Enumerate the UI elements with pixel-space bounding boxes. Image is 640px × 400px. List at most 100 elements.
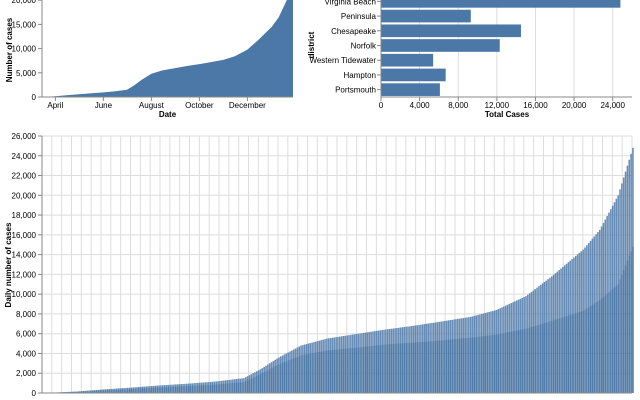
daily-bar	[370, 331, 372, 393]
daily-bar-secondary	[318, 351, 321, 393]
daily-bar-secondary	[504, 332, 507, 393]
daily-bar-secondary	[503, 333, 505, 393]
x-tick-label: June	[95, 101, 113, 110]
daily-bar-secondary	[344, 348, 347, 393]
daily-bar-secondary	[226, 383, 229, 393]
daily-bar	[167, 384, 170, 393]
daily-bar-secondary	[355, 347, 358, 393]
daily-bar-secondary	[250, 378, 253, 393]
daily-bar	[366, 332, 369, 393]
daily-bar-secondary	[580, 311, 583, 393]
daily-bar-secondary	[300, 355, 302, 393]
daily-bar-secondary	[267, 370, 269, 393]
daily-bar-secondary	[538, 324, 540, 393]
daily-bar	[499, 308, 501, 393]
daily-bar	[160, 385, 162, 393]
daily-bar	[292, 349, 295, 393]
daily-bar	[471, 316, 474, 393]
daily-bar-secondary	[619, 279, 621, 393]
daily-bar-secondary	[383, 344, 385, 393]
daily-bar	[149, 386, 151, 393]
daily-bar-secondary	[222, 383, 225, 393]
daily-bar-secondary	[469, 337, 472, 393]
daily-bar-secondary	[185, 386, 188, 393]
daily-bar-secondary	[377, 345, 380, 393]
daily-bar	[143, 386, 146, 393]
daily-bar	[394, 328, 396, 393]
daily-bar-secondary	[291, 359, 293, 393]
district-label: Chesapeake	[331, 27, 376, 36]
daily-bar	[403, 327, 406, 393]
daily-bar-secondary	[154, 387, 157, 393]
daily-bar	[182, 383, 184, 393]
daily-bar-secondary	[187, 386, 190, 393]
daily-bar	[442, 321, 444, 393]
daily-bar	[374, 331, 376, 393]
daily-bar	[392, 328, 395, 393]
daily-bar	[187, 383, 190, 393]
daily-bar	[267, 364, 269, 393]
daily-bar	[497, 309, 500, 393]
daily-bar	[593, 236, 596, 393]
daily-bar	[344, 335, 347, 393]
daily-bar-secondary	[268, 369, 271, 393]
daily-bar-secondary	[193, 385, 195, 393]
cumulative-area	[42, 0, 293, 97]
daily-bar-secondary	[200, 385, 203, 393]
daily-bar	[514, 301, 516, 393]
daily-bar-secondary	[126, 389, 129, 393]
daily-bar	[490, 311, 492, 393]
daily-bar-secondary	[150, 387, 153, 393]
daily-bar-secondary	[521, 329, 524, 393]
daily-bar	[563, 265, 566, 393]
daily-bar-secondary	[281, 362, 284, 393]
daily-bar-secondary	[198, 385, 201, 393]
daily-bar-secondary	[335, 349, 337, 393]
district-label: Hampton	[344, 71, 376, 80]
daily-bar-secondary	[477, 336, 479, 393]
daily-bar-secondary	[501, 333, 503, 393]
daily-bar	[311, 342, 313, 393]
daily-bar-secondary	[272, 367, 275, 393]
y-tick-label: 22,000	[12, 172, 37, 181]
daily-bar-secondary	[471, 337, 474, 393]
daily-bar	[132, 387, 135, 393]
daily-bar	[291, 350, 293, 393]
daily-bar	[104, 389, 107, 393]
daily-bar	[562, 266, 564, 393]
daily-bar-secondary	[399, 343, 402, 393]
daily-bar	[204, 382, 206, 393]
daily-bar	[611, 205, 614, 393]
daily-bar	[399, 327, 402, 393]
daily-bar-secondary	[615, 285, 618, 393]
daily-bar-secondary	[510, 331, 513, 393]
daily-bar	[434, 322, 437, 393]
daily-bar-secondary	[348, 348, 350, 393]
daily-bar	[527, 294, 529, 393]
daily-bar	[576, 254, 579, 393]
daily-bar-secondary	[486, 335, 489, 393]
daily-bar	[567, 262, 570, 393]
daily-bar-secondary	[302, 355, 304, 393]
daily-bar	[512, 302, 514, 393]
daily-bar-secondary	[139, 388, 142, 393]
daily-bar	[421, 324, 424, 393]
daily-bar	[503, 306, 505, 393]
daily-bar	[191, 383, 194, 393]
daily-bar-secondary	[455, 339, 457, 393]
daily-bar-secondary	[593, 303, 596, 393]
daily-bar-secondary	[147, 388, 149, 393]
daily-bar-secondary	[217, 384, 219, 393]
y-tick-label: 4,000	[16, 349, 37, 358]
daily-bar-secondary	[624, 265, 627, 393]
daily-bar-secondary	[547, 321, 549, 393]
daily-bar	[150, 386, 153, 393]
daily-bar	[200, 382, 203, 393]
daily-bar	[335, 337, 337, 393]
daily-bar-secondary	[232, 383, 234, 393]
daily-bar-secondary	[488, 335, 490, 393]
daily-bar-secondary	[340, 349, 343, 393]
daily-bar	[217, 381, 219, 393]
daily-bar-secondary	[270, 368, 273, 393]
y-tick-label: 10,000	[12, 290, 37, 299]
